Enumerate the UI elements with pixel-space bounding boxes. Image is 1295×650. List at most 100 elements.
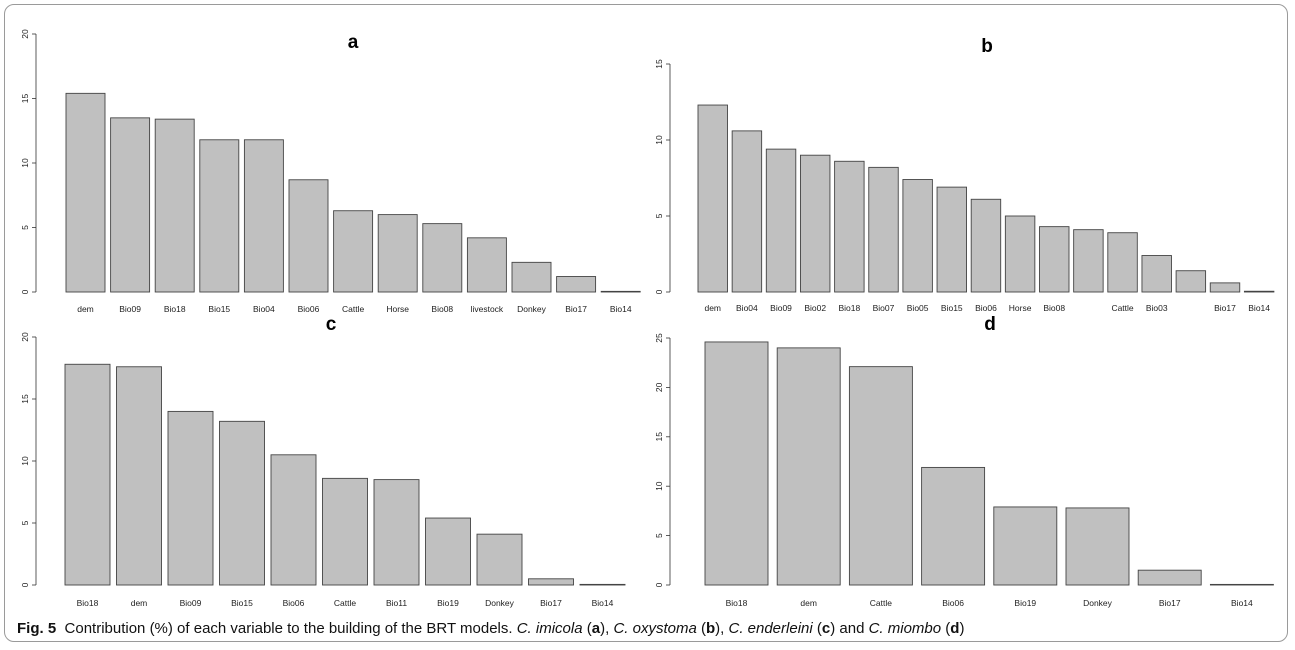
x-category-label: Bio02 <box>804 303 826 313</box>
x-category-label: Bio18 <box>726 598 748 608</box>
x-category-label: Bio17 <box>1159 598 1181 608</box>
x-category-label: Bio04 <box>736 303 758 313</box>
bar-Bio17 <box>1209 282 1241 293</box>
chart-b-svg: 0 5 10 15 dem Bio04 Bio09 Bio02 Bio18 Bio07 Bio05 B… <box>654 36 1275 313</box>
x-category-label: Bio17 <box>1214 303 1236 313</box>
bar-Bio15 <box>936 186 967 293</box>
x-category-label: Bio19 <box>437 598 459 608</box>
y-tick-label: 20 <box>20 29 30 39</box>
x-category-label: Bio09 <box>180 598 202 608</box>
bar-Cattle <box>322 477 368 586</box>
x-category-label: Bio09 <box>119 304 141 314</box>
bar-Cattle <box>333 210 374 293</box>
y-tick-label: 10 <box>20 456 30 466</box>
bar-Bio02 <box>799 154 831 293</box>
chart-panel-c: 0 5 10 15 20 Bio18 dem Bio09 Bio15 Bio06 Cattle Bio… <box>20 314 645 616</box>
x-category-label: Bio18 <box>838 303 860 313</box>
chart-title: b <box>981 36 993 57</box>
bar-Bio04 <box>243 139 284 293</box>
bar-unlabeled <box>1073 229 1104 293</box>
bar-dem <box>65 92 106 293</box>
x-category-label: Bio17 <box>565 304 587 314</box>
x-category-label: dem <box>131 598 148 608</box>
caption-and: and <box>839 620 865 637</box>
bar-unlabeled <box>1175 270 1207 293</box>
bar-Bio08 <box>1039 226 1070 293</box>
caption-species-3: C. enderleini <box>728 620 813 637</box>
caption-letter-4: d <box>950 620 960 637</box>
chart-title: c <box>326 314 337 335</box>
y-tick-label: 0 <box>654 582 664 587</box>
bar-Bio06 <box>921 466 986 586</box>
x-category-label: Bio15 <box>231 598 253 608</box>
x-category-label: Cattle <box>870 598 892 608</box>
x-category-label: Bio18 <box>77 598 99 608</box>
bar-dem <box>697 104 728 293</box>
x-category-label: Bio11 <box>386 598 407 608</box>
x-category-label: Bio06 <box>975 303 997 313</box>
bar-Bio09 <box>765 148 797 293</box>
caption-letter-3: c <box>821 620 831 637</box>
y-tick-label: 5 <box>654 213 664 218</box>
bar-Bio17 <box>528 578 574 586</box>
y-tick-label: 5 <box>20 225 30 230</box>
figure-frame <box>4 4 1288 642</box>
y-tick-label: 5 <box>654 533 664 538</box>
bar-Bio09 <box>167 410 214 586</box>
x-category-label: Cattle <box>342 304 364 314</box>
bar-Bio17 <box>1137 569 1202 586</box>
x-category-label: Cattle <box>1111 303 1133 313</box>
chart-panel-d: 0 5 10 15 20 25 Bio18 dem Cattle Bio06 Bio19 Donkey… <box>654 314 1279 616</box>
bar-Bio06 <box>270 454 317 586</box>
bar-Bio18 <box>704 341 769 586</box>
caption-figure-label: Fig. 5 <box>17 620 57 637</box>
x-category-label: Donkey <box>517 304 547 314</box>
y-tick-label: 10 <box>20 158 30 168</box>
x-category-label: Bio18 <box>164 304 186 314</box>
bar-Bio04 <box>731 130 763 293</box>
x-category-label: dem <box>77 304 94 314</box>
bar-Bio15 <box>219 420 265 586</box>
chart-title: d <box>984 314 996 335</box>
x-category-label: Horse <box>1009 303 1032 313</box>
x-category-label: Bio08 <box>431 304 453 314</box>
y-tick-label: 10 <box>654 481 664 491</box>
y-tick-label: 15 <box>20 394 30 404</box>
bar-Donkey <box>476 533 523 586</box>
x-category-label: Horse <box>386 304 409 314</box>
bar-Cattle <box>848 366 913 586</box>
x-category-label: Bio09 <box>770 303 792 313</box>
chart-title: a <box>348 32 359 53</box>
bar-Bio09 <box>110 117 151 293</box>
x-category-label: livestock <box>471 304 504 314</box>
bar-Donkey <box>511 261 552 293</box>
y-tick-label: 10 <box>654 135 664 145</box>
x-category-label: Bio03 <box>1146 303 1168 313</box>
bar-Bio14 <box>1209 583 1274 586</box>
x-category-label: Bio19 <box>1014 598 1036 608</box>
x-category-label: Donkey <box>1083 598 1113 608</box>
x-category-label: Bio15 <box>941 303 963 313</box>
caption-species-2: C. oxystoma <box>613 620 697 637</box>
bar-Bio19 <box>425 517 471 586</box>
figure-caption: Fig. 5 Contribution (%) of each variable… <box>17 620 965 637</box>
bar-Bio14 <box>1243 290 1275 293</box>
bar-Bio03 <box>1141 255 1172 293</box>
x-category-label: Bio06 <box>298 304 320 314</box>
chart-panel-b: 0 5 10 15 dem Bio04 Bio09 Bio02 Bio18 Bio07 Bio05 B… <box>654 36 1279 319</box>
x-category-label: Bio14 <box>1248 303 1270 313</box>
bar-dem <box>116 366 162 586</box>
bar-Bio07 <box>868 166 899 293</box>
caption-text: Contribution (%) of each variable to the… <box>64 620 513 637</box>
bar-Bio05 <box>902 179 933 293</box>
y-tick-label: 20 <box>20 332 30 342</box>
bar-Bio15 <box>199 139 240 293</box>
bar-Bio14 <box>600 290 641 293</box>
x-category-label: Bio06 <box>283 598 305 608</box>
bar-Bio06 <box>970 198 1002 293</box>
bar-Bio17 <box>556 276 597 293</box>
bar-Bio18 <box>834 160 865 293</box>
bar-Bio18 <box>64 363 111 586</box>
bar-livestock <box>466 237 507 293</box>
caption-letter-2: b <box>705 620 716 637</box>
